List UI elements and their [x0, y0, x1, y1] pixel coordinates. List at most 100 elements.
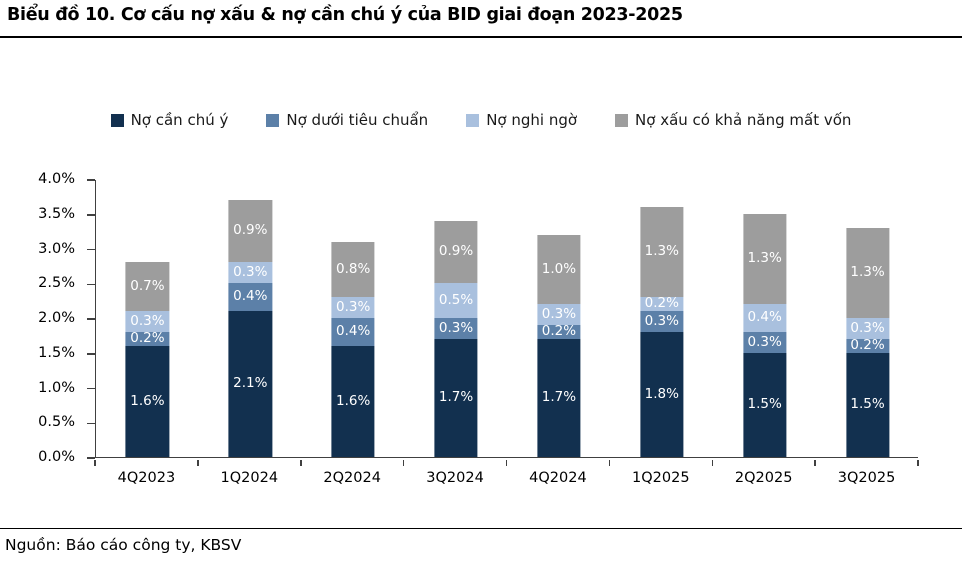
bar-segment-label: 0.3%	[130, 312, 165, 329]
legend-label: Nợ xấu có khả năng mất vốn	[635, 111, 852, 129]
y-tick-mark	[87, 248, 95, 251]
bar-segment-label: 0.3%	[644, 312, 679, 329]
x-tick-mark	[608, 459, 611, 466]
bar-group: 1.5% 0.2% 0.3% 1.3%	[845, 180, 890, 457]
x-tick-label: 3Q2025	[837, 470, 896, 486]
legend-item: Nợ xấu có khả năng mất vốn	[615, 111, 851, 129]
bar-segment-label: 1.0%	[541, 260, 577, 277]
bar-segment-label: 0.3%	[336, 298, 371, 315]
bar-segment: 1.3%	[845, 227, 890, 318]
bar-segment-label: 1.7%	[438, 389, 474, 406]
y-tick-mark	[87, 353, 95, 355]
y-tick-mark	[87, 457, 95, 459]
bar-segment: 0.3%	[640, 311, 684, 332]
chart-title: Biểu đồ 10. Cơ cấu nợ xấu & nợ cần chú ý…	[7, 5, 683, 25]
title-divider	[0, 36, 962, 38]
bar-segment-label: 1.6%	[130, 392, 165, 409]
source-divider	[0, 528, 962, 529]
bar-segment: 0.5%	[434, 283, 478, 318]
y-tick-mark	[87, 179, 95, 181]
bar-segment: 0.4%	[743, 304, 787, 332]
bar-segment: 0.2%	[640, 297, 684, 312]
bar-segment: 0.3%	[331, 297, 375, 318]
bar-slot: 2.1% 0.4% 0.3% 0.9%	[199, 180, 302, 457]
bar-segment-label: 0.3%	[541, 305, 577, 322]
bar-segment-label: 1.5%	[747, 396, 782, 413]
x-tick-label: 1Q2025	[632, 470, 690, 486]
bar-segment-label: 0.9%	[233, 222, 268, 239]
y-tick-label: 0.0%	[38, 449, 75, 465]
x-tick-label: 4Q2023	[117, 470, 176, 486]
bar-segment: 1.0%	[537, 234, 581, 305]
y-tick-label: 2.0%	[38, 310, 75, 326]
bar-segment: 1.3%	[640, 206, 684, 298]
y-tick-mark	[87, 283, 95, 285]
bar-segment-label: 0.3%	[747, 333, 782, 350]
bar-segment: 1.6%	[331, 345, 375, 457]
bar-segment: 1.3%	[743, 213, 787, 305]
bar-segment: 0.2%	[125, 330, 170, 347]
bar-segment: 1.6%	[125, 345, 170, 457]
bar-segment-label: 1.5%	[850, 396, 885, 413]
x-tick-mark	[505, 459, 508, 466]
y-tick-label: 0.5%	[38, 414, 75, 431]
bar-segment: 1.8%	[640, 331, 684, 457]
bar-segment-label: 1.3%	[747, 250, 782, 267]
bar-segment-label: 0.3%	[438, 319, 474, 336]
bar-segment-label: 2.1%	[233, 375, 268, 392]
y-tick-label: 3.5%	[38, 205, 75, 222]
bar-group: 1.5% 0.3% 0.4% 1.3%	[743, 180, 787, 457]
bar-slot: 1.6% 0.2% 0.3% 0.7%	[96, 180, 199, 457]
bar-segment-label: 0.8%	[336, 260, 371, 277]
x-tick-label: 2Q2025	[734, 470, 793, 486]
y-tick-mark	[87, 318, 95, 320]
bar-segment: 2.1%	[228, 311, 272, 457]
x-tick-mark	[917, 459, 919, 466]
bar-group: 1.6% 0.2% 0.3% 0.7%	[125, 180, 170, 457]
bar-segment-label: 1.8%	[644, 385, 679, 402]
bar-segment-label: 1.3%	[850, 264, 885, 281]
bar-group: 1.8% 0.3% 0.2% 1.3%	[640, 180, 684, 457]
x-tick-label: 3Q2024	[426, 470, 484, 486]
bar-segment-label: 0.3%	[850, 319, 885, 336]
bar-segment: 0.3%	[434, 318, 478, 339]
bar-segment-label: 0.2%	[850, 337, 885, 354]
chart-legend: Nợ cần chú ý Nợ dưới tiêu chuẩn Nợ nghi ng…	[0, 111, 962, 129]
legend-item: Nợ nghi ngờ	[466, 111, 577, 129]
bar-segment: 1.5%	[845, 352, 890, 457]
bar-segment: 0.9%	[434, 220, 478, 284]
y-tick-label: 3.0%	[38, 240, 75, 257]
bar-segment: 0.3%	[845, 318, 890, 339]
legend-item: Nợ dưới tiêu chuẩn	[266, 111, 428, 129]
bar-segment-label: 1.3%	[644, 243, 679, 260]
bar-segment: 1.7%	[434, 338, 478, 457]
y-tick-label: 1.5%	[38, 344, 75, 361]
y-tick-label: 2.5%	[38, 275, 75, 292]
bar-segment: 0.2%	[845, 337, 890, 354]
bar-segment-label: 0.2%	[130, 330, 165, 347]
bar-group: 2.1% 0.4% 0.3% 0.9%	[228, 180, 272, 457]
bar-segment: 1.5%	[743, 352, 787, 457]
bar-group: 1.7% 0.2% 0.3% 1.0%	[537, 180, 581, 457]
bar-segment: 0.8%	[331, 241, 375, 298]
x-tick-mark	[300, 459, 302, 466]
legend-swatch-icon	[615, 113, 629, 127]
bar-segment-label: 0.2%	[541, 323, 577, 340]
bar-segment-label: 0.4%	[747, 309, 782, 326]
bar-group: 1.7% 0.3% 0.5% 0.9%	[434, 180, 478, 457]
legend-label: Nợ nghi ngờ	[486, 111, 578, 129]
bar-segment-label: 0.5%	[438, 291, 474, 308]
x-tick-label: 1Q2024	[220, 470, 279, 486]
bar-slot: 1.5% 0.2% 0.3% 1.3%	[816, 180, 919, 457]
bar-segment: 0.3%	[537, 304, 581, 325]
bar-group: 1.6% 0.4% 0.3% 0.8%	[331, 180, 375, 457]
bar-segment-label: 0.9%	[438, 243, 474, 260]
bar-segment-label: 0.4%	[233, 288, 268, 305]
legend-swatch-icon	[110, 113, 124, 127]
bar-segment: 0.3%	[125, 311, 170, 332]
bar-segment: 1.7%	[537, 338, 581, 457]
y-tick-mark	[87, 387, 95, 390]
legend-swatch-icon	[266, 113, 280, 127]
x-tick-label: 2Q2024	[323, 470, 381, 486]
